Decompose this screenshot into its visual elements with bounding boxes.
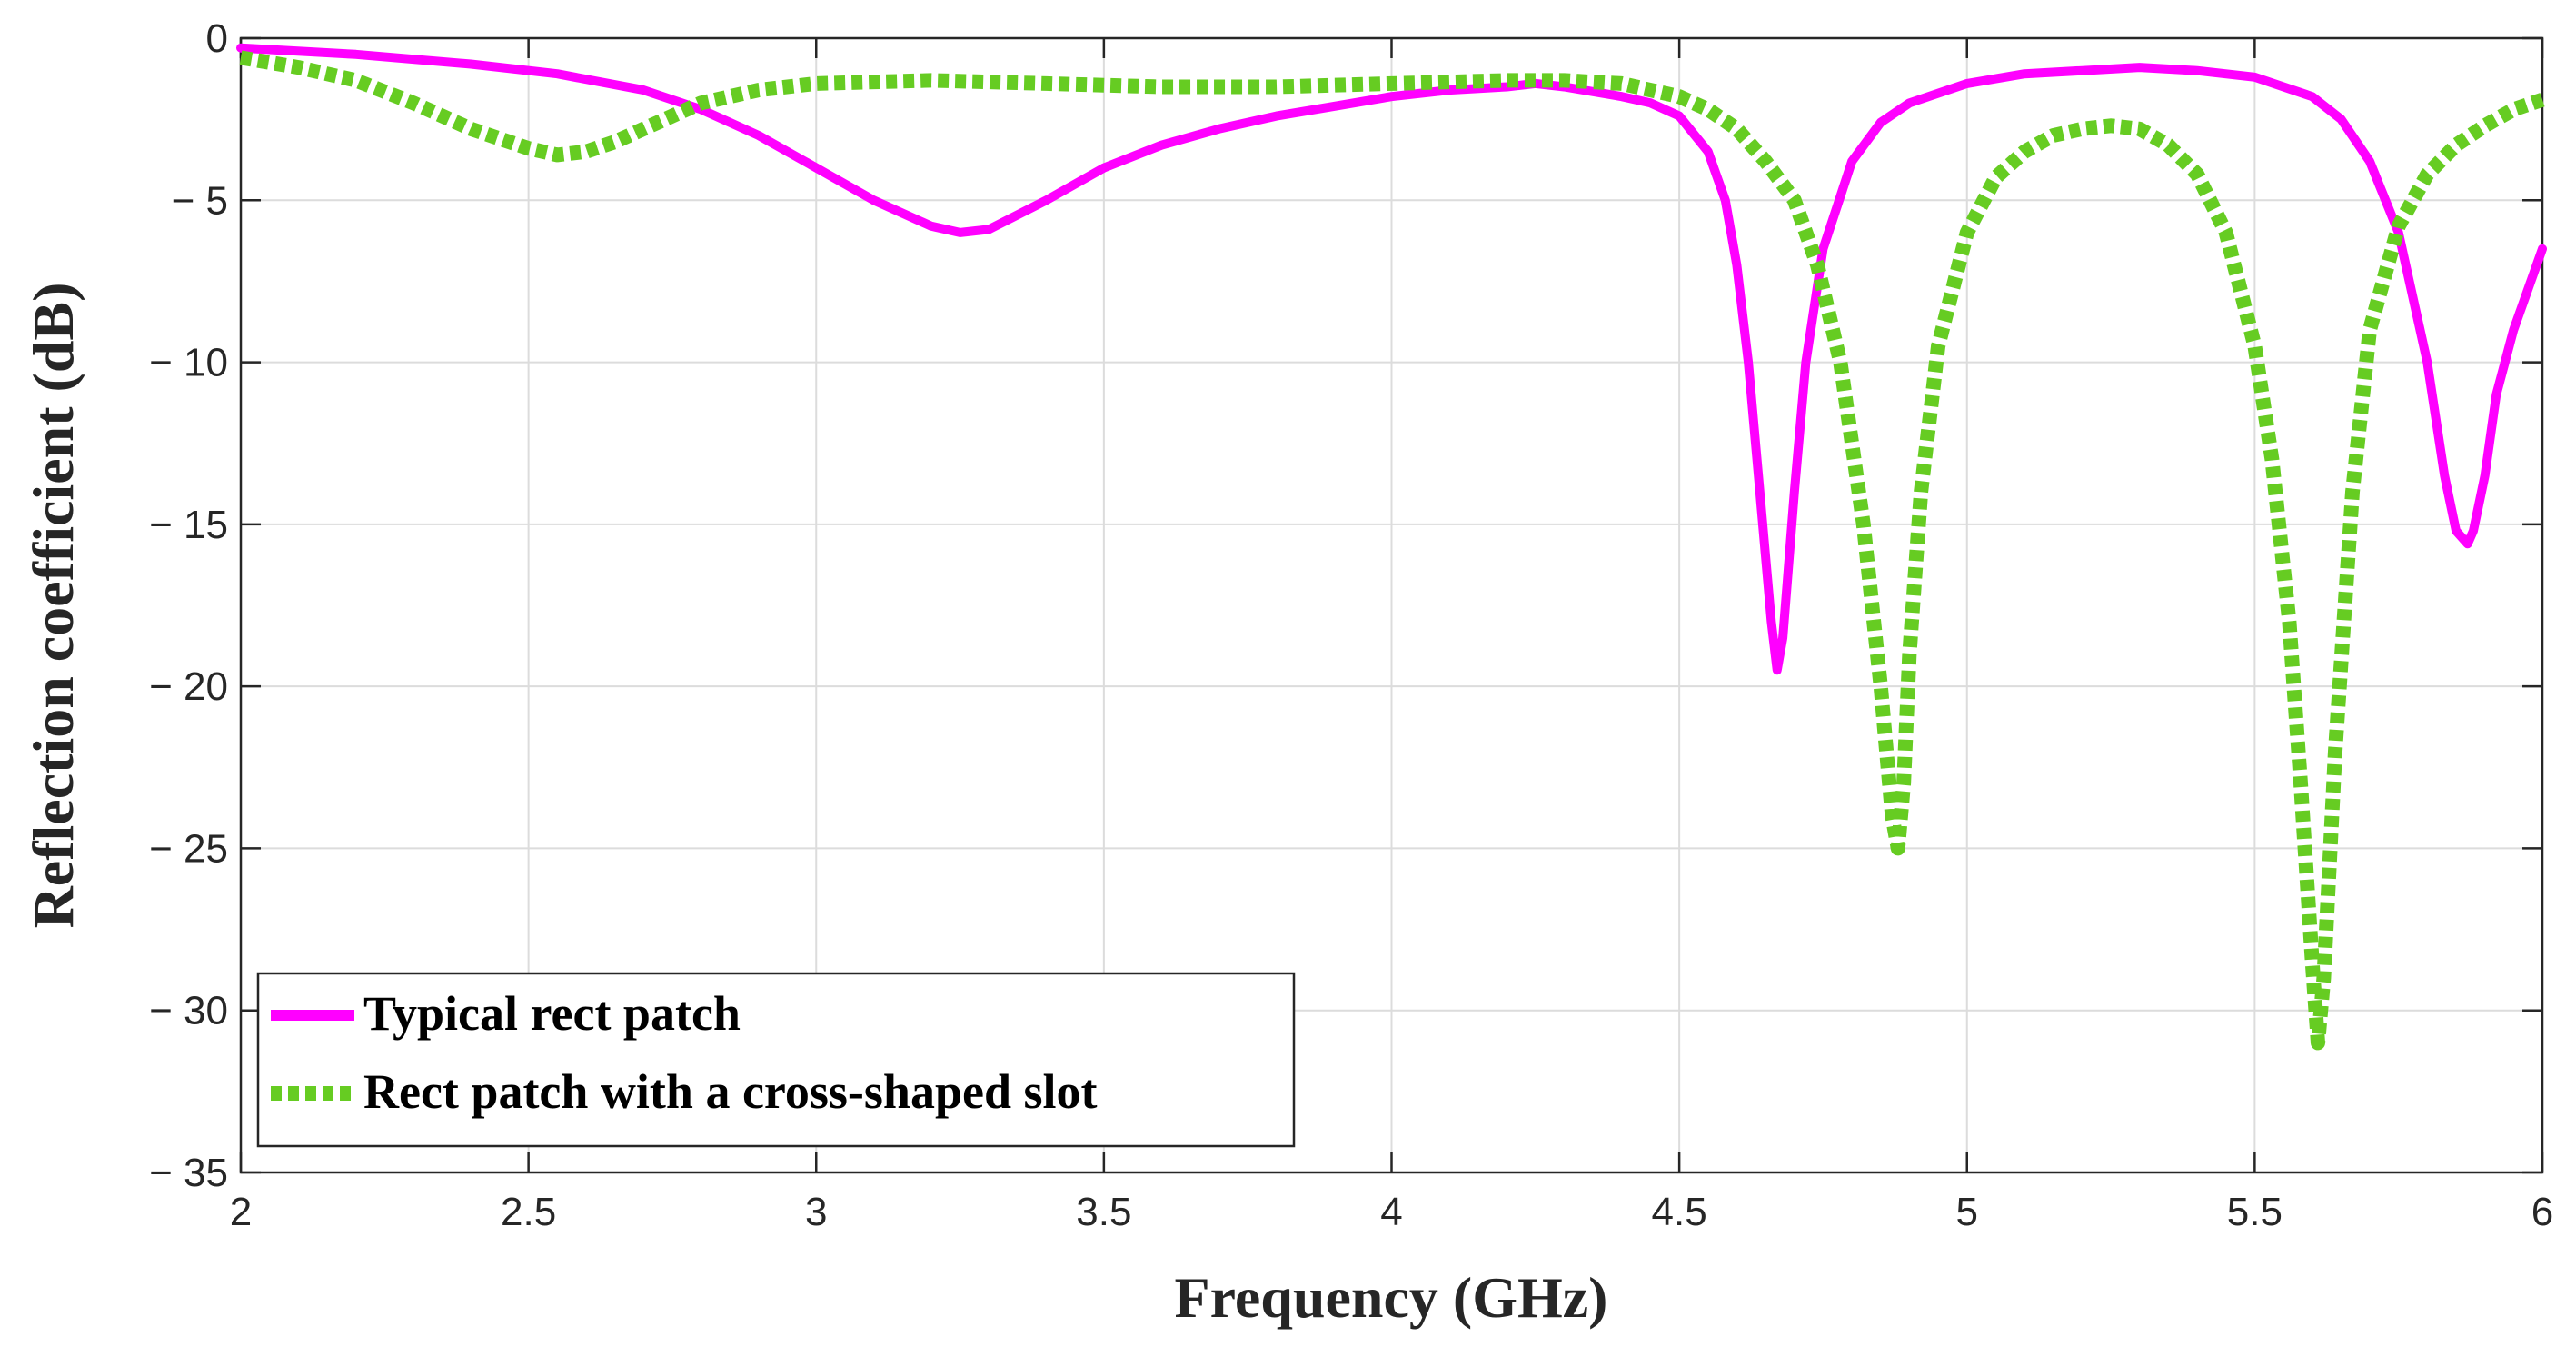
legend: Typical rect patch Rect patch with a cro… [256,972,1296,1148]
y-tick-label: − 25 [149,826,228,871]
y-tick-label: − 20 [149,664,228,709]
y-tick-label: − 10 [149,341,228,385]
x-tick-label: 2 [230,1190,252,1234]
x-tick-label: 5 [1956,1190,1978,1234]
x-tick-label: 2.5 [501,1190,556,1234]
legend-box [256,972,1296,1148]
legend-label-cross-shaped-slot: Rect patch with a cross-shaped slot [363,1064,1098,1119]
y-tick-label: − 5 [172,178,228,223]
x-tick-label: 3 [805,1190,827,1234]
y-tick-label: − 15 [149,503,228,547]
x-tick-label: 6 [2531,1190,2553,1234]
y-tick-label: − 30 [149,989,228,1033]
y-tick-label: 0 [206,16,228,61]
x-tick-label: 4 [1380,1190,1402,1234]
series-line-cross-shaped-slot [239,50,2545,1051]
x-axis-title: Frequency (GHz) [1175,1265,1608,1330]
y-tick-label: − 35 [149,1151,228,1195]
series-lines [236,43,2547,1051]
series-line-typical-rect-patch [236,43,2547,675]
legend-label-typical-rect-patch: Typical rect patch [363,986,741,1041]
y-axis-title: Reflection coefficient (dB) [21,283,85,929]
x-tick-label: 5.5 [2227,1190,2283,1234]
x-tick-label: 4.5 [1652,1190,1707,1234]
x-tick-label: 3.5 [1076,1190,1131,1234]
